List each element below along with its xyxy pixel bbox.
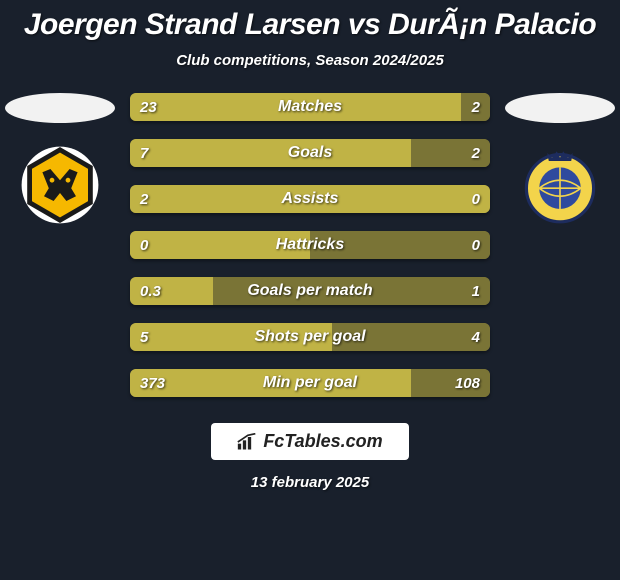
player-left-column bbox=[0, 93, 120, 225]
player-right-column bbox=[500, 93, 620, 225]
stat-label: Goals per match bbox=[130, 277, 490, 305]
page-subtitle: Club competitions, Season 2024/2025 bbox=[0, 52, 620, 69]
stat-label: Matches bbox=[130, 93, 490, 121]
stat-row: 0.31Goals per match bbox=[130, 277, 490, 305]
stat-label: Goals bbox=[130, 139, 490, 167]
stat-row: 20Assists bbox=[130, 185, 490, 213]
stat-row: 00Hattricks bbox=[130, 231, 490, 259]
footer: FcTables.com 13 february 2025 bbox=[0, 423, 620, 491]
alnassr-crest-icon bbox=[520, 145, 600, 225]
player-right-silhouette bbox=[505, 93, 615, 123]
date-text: 13 february 2025 bbox=[251, 474, 369, 491]
stat-label: Shots per goal bbox=[130, 323, 490, 351]
stat-label: Assists bbox=[130, 185, 490, 213]
brand-text: FcTables.com bbox=[263, 431, 382, 452]
stat-label: Hattricks bbox=[130, 231, 490, 259]
stat-row: 373108Min per goal bbox=[130, 369, 490, 397]
stat-row: 232Matches bbox=[130, 93, 490, 121]
comparison-panel: 232Matches 72Goals 20Assists 00Hattricks 0.3… bbox=[0, 93, 620, 397]
stat-label: Min per goal bbox=[130, 369, 490, 397]
stat-row: 54Shots per goal bbox=[130, 323, 490, 351]
brand-badge: FcTables.com bbox=[211, 423, 408, 460]
stat-bars: 232Matches 72Goals 20Assists 00Hattricks 0.3… bbox=[130, 93, 490, 397]
wolves-crest-icon bbox=[20, 145, 100, 225]
player-left-silhouette bbox=[5, 93, 115, 123]
player-left-crest bbox=[20, 145, 100, 225]
player-right-crest bbox=[520, 145, 600, 225]
page-title: Joergen Strand Larsen vs DurÃ¡n Palacio bbox=[0, 0, 620, 42]
stat-row: 72Goals bbox=[130, 139, 490, 167]
brand-chart-icon bbox=[237, 433, 257, 451]
